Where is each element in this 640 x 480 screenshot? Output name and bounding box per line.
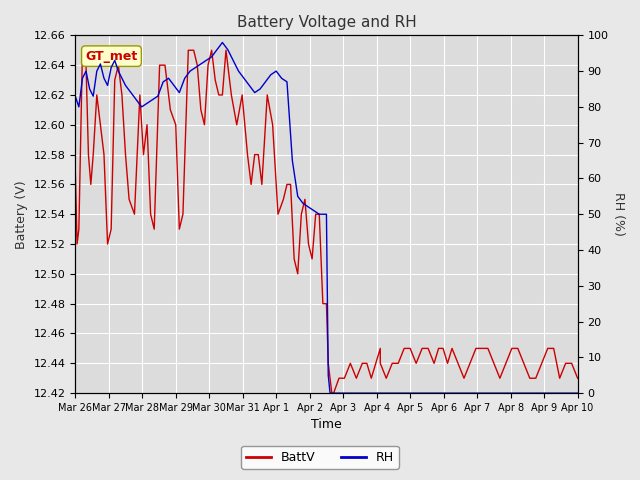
- Y-axis label: RH (%): RH (%): [612, 192, 625, 236]
- Title: Battery Voltage and RH: Battery Voltage and RH: [237, 15, 416, 30]
- Text: GT_met: GT_met: [85, 49, 138, 63]
- X-axis label: Time: Time: [311, 419, 342, 432]
- Y-axis label: Battery (V): Battery (V): [15, 180, 28, 249]
- Legend: BattV, RH: BattV, RH: [241, 446, 399, 469]
